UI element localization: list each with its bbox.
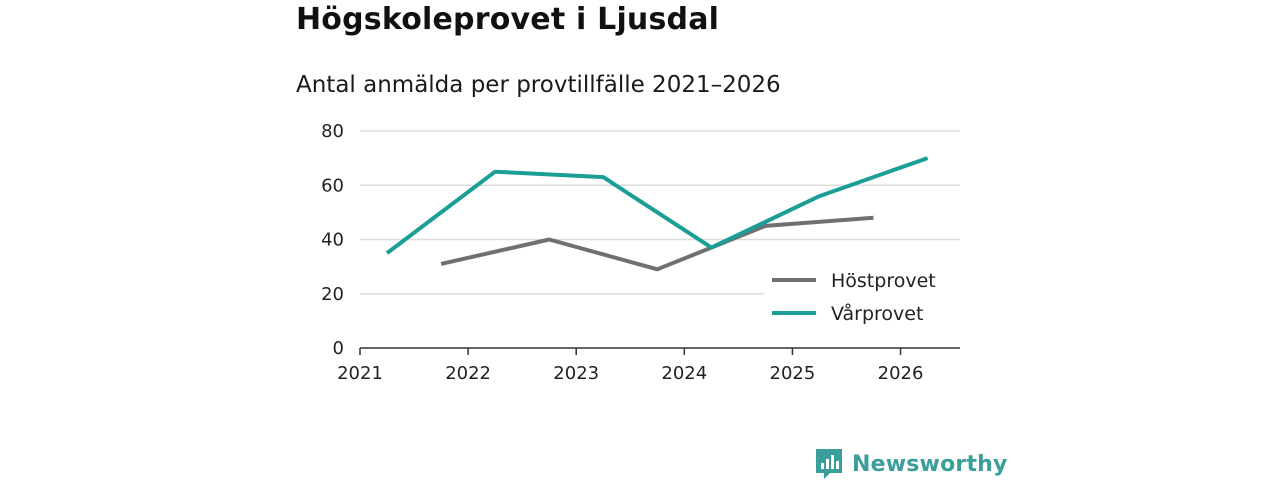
x-tick-label: 2026 — [878, 363, 924, 384]
series-line-varprovet — [385, 156, 929, 255]
y-tick-label: 80 — [321, 121, 344, 142]
legend-label: Höstprovet — [831, 270, 936, 292]
chart-title: Högskoleprovet i Ljusdal — [296, 2, 720, 37]
legend-box — [764, 264, 960, 334]
legend-label: Vårprovet — [831, 302, 923, 325]
x-tick-label: 2022 — [445, 363, 491, 384]
brand-logo: Newsworthy — [814, 447, 1008, 481]
x-tick-label: 2021 — [337, 363, 383, 384]
x-tick-label: 2023 — [553, 363, 599, 384]
series-line-hostprovet — [440, 215, 874, 272]
x-tick-label: 2025 — [770, 363, 816, 384]
x-tick-label: 2024 — [661, 363, 707, 384]
y-tick-label: 60 — [321, 175, 344, 196]
newsworthy-logo-icon — [816, 449, 842, 479]
chart-subtitle: Antal anmälda per provtillfälle 2021–202… — [296, 72, 781, 98]
y-tick-label: 40 — [321, 230, 344, 251]
brand-name: Newsworthy — [852, 451, 1008, 477]
y-tick-label: 20 — [321, 284, 344, 305]
y-tick-label: 0 — [333, 338, 344, 359]
